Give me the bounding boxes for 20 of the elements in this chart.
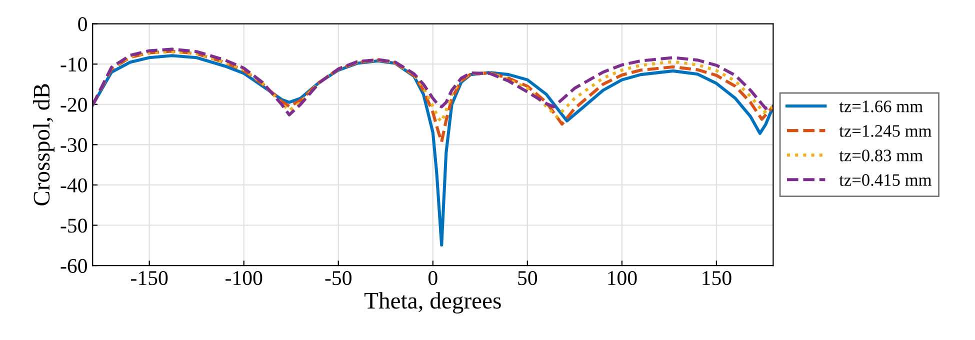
y-tick-label: -60 <box>60 258 87 273</box>
y-tick-label: -50 <box>60 218 87 233</box>
legend-label: tz=0.83 mm <box>839 150 923 162</box>
legend-label: tz=1.66 mm <box>839 100 923 112</box>
legend-label: tz=1.245 mm <box>839 125 932 137</box>
x-tick-label: -50 <box>325 271 352 286</box>
x-tick-label: 150 <box>702 271 732 286</box>
y-tick-label: -30 <box>60 138 87 152</box>
y-tick-label: 0 <box>78 17 87 32</box>
y-axis-title: Crosspol, dB <box>33 84 54 206</box>
x-tick-label: 100 <box>608 271 637 286</box>
legend-label: tz=0.415 mm <box>839 174 932 186</box>
x-tick-label: 50 <box>518 271 538 286</box>
y-tick-label: -20 <box>60 98 87 112</box>
x-tick-label: 0 <box>428 271 438 286</box>
y-tick-label: -10 <box>60 57 87 72</box>
y-tick-label: -40 <box>60 178 87 192</box>
x-tick-label: -100 <box>226 271 262 286</box>
x-axis-title: Theta, degrees <box>364 292 501 314</box>
x-tick-label: -150 <box>131 271 168 286</box>
